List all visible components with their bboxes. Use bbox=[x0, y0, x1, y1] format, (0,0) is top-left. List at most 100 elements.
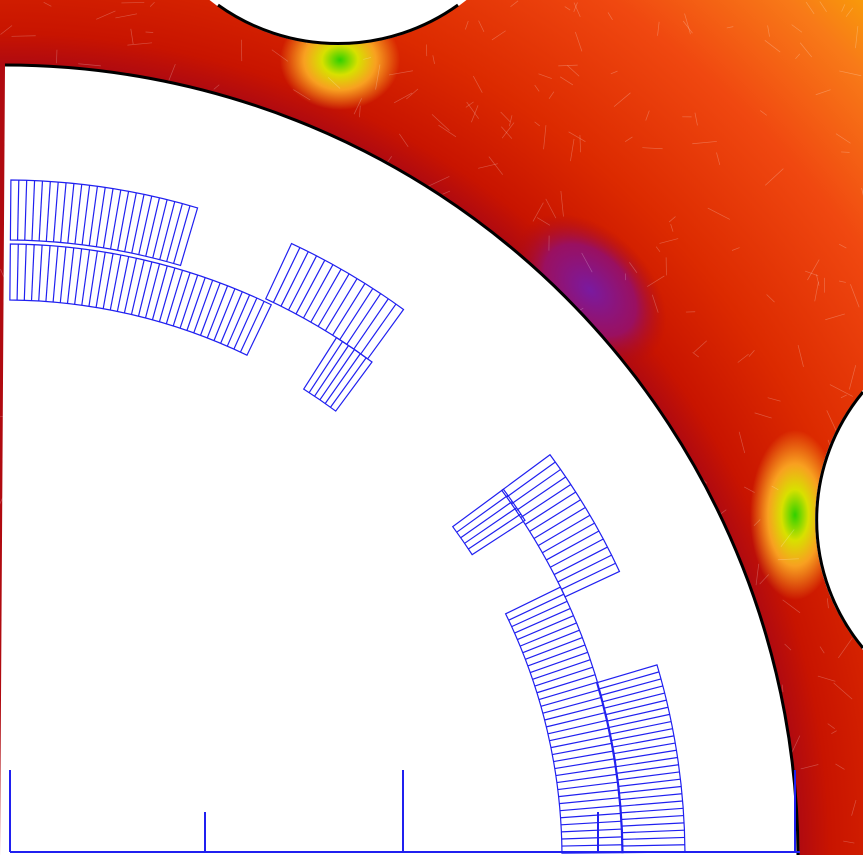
turn bbox=[543, 697, 602, 713]
mesh-line bbox=[645, 619, 652, 631]
mesh-line bbox=[465, 282, 472, 288]
mesh-line bbox=[666, 630, 684, 638]
mesh-line bbox=[161, 558, 164, 569]
turn bbox=[53, 246, 58, 302]
mesh-line bbox=[196, 808, 200, 821]
mesh-line bbox=[615, 373, 626, 374]
mesh-line bbox=[6, 649, 14, 673]
mesh-line bbox=[845, 550, 851, 564]
coil-block bbox=[506, 587, 623, 853]
mesh-line bbox=[346, 10, 361, 20]
turn bbox=[60, 247, 66, 303]
mesh-line bbox=[219, 795, 238, 797]
mesh-line bbox=[11, 711, 20, 719]
mesh-line bbox=[430, 671, 438, 673]
mesh-line bbox=[178, 606, 188, 607]
mesh-line bbox=[185, 465, 198, 475]
turn bbox=[139, 196, 152, 255]
mesh-line bbox=[328, 571, 350, 574]
mesh-line bbox=[373, 547, 394, 552]
mesh-line bbox=[108, 417, 116, 433]
scale-bar bbox=[10, 770, 800, 852]
mesh-line bbox=[427, 494, 428, 519]
mesh-line bbox=[378, 455, 379, 464]
turn bbox=[561, 829, 622, 832]
mesh-line bbox=[243, 378, 256, 388]
mesh-line bbox=[361, 209, 367, 222]
mesh-line bbox=[412, 837, 435, 846]
turn bbox=[39, 245, 42, 301]
turn bbox=[559, 790, 620, 797]
mesh-line bbox=[228, 202, 247, 210]
mesh-line bbox=[132, 740, 137, 754]
mesh-line bbox=[49, 172, 57, 177]
mesh-line bbox=[423, 479, 429, 485]
mesh-line bbox=[435, 818, 440, 825]
mesh-line bbox=[682, 592, 687, 598]
turn bbox=[340, 288, 373, 339]
mesh-line bbox=[517, 369, 531, 375]
mesh-line bbox=[401, 215, 416, 231]
mesh-line bbox=[202, 211, 211, 221]
mesh-line bbox=[173, 451, 185, 452]
turn bbox=[611, 729, 673, 741]
mesh-line bbox=[662, 567, 663, 583]
mesh-line bbox=[280, 24, 285, 29]
mesh-line bbox=[396, 827, 402, 850]
mesh-line bbox=[10, 291, 30, 292]
turn bbox=[525, 492, 576, 524]
mesh-line bbox=[494, 484, 496, 490]
turn bbox=[541, 690, 600, 707]
mesh-line bbox=[410, 668, 414, 680]
mesh-line bbox=[264, 776, 270, 793]
mesh-line bbox=[309, 653, 310, 675]
mesh-line bbox=[587, 618, 598, 640]
block-outline bbox=[502, 455, 620, 597]
mesh-line bbox=[92, 424, 103, 433]
mesh-line bbox=[141, 614, 149, 616]
mesh-line bbox=[46, 533, 57, 538]
mesh-line bbox=[104, 380, 125, 394]
turn bbox=[521, 484, 571, 517]
mesh-line bbox=[164, 555, 175, 559]
mesh-line bbox=[327, 693, 333, 698]
mesh-line bbox=[478, 441, 488, 460]
mesh-line bbox=[572, 430, 585, 443]
mesh-line bbox=[377, 632, 389, 635]
mesh-line bbox=[230, 818, 233, 824]
turn bbox=[618, 779, 681, 786]
turn bbox=[347, 294, 381, 345]
mesh-line bbox=[4, 431, 12, 440]
mesh-line bbox=[350, 573, 373, 583]
turn bbox=[166, 270, 182, 324]
mesh-line bbox=[66, 94, 76, 96]
turn bbox=[187, 278, 205, 331]
turn bbox=[616, 765, 678, 774]
turn bbox=[621, 830, 684, 833]
mesh-line bbox=[396, 197, 398, 207]
mesh-line bbox=[117, 328, 131, 345]
mesh-line bbox=[349, 191, 363, 192]
mesh-line bbox=[375, 433, 382, 436]
mesh-line bbox=[454, 846, 470, 855]
turn bbox=[174, 206, 190, 264]
mesh-line bbox=[143, 371, 153, 373]
mesh-line bbox=[418, 380, 433, 398]
mesh-line bbox=[89, 388, 110, 392]
turn bbox=[516, 477, 566, 511]
mesh-line bbox=[12, 210, 16, 217]
mesh-line bbox=[705, 842, 712, 843]
mesh-line bbox=[55, 304, 61, 313]
turn bbox=[561, 821, 622, 825]
mesh-line bbox=[158, 673, 159, 680]
mesh-line bbox=[424, 756, 438, 764]
mesh-line bbox=[57, 521, 62, 544]
mesh-line bbox=[297, 336, 306, 351]
mesh-line bbox=[125, 180, 139, 187]
mesh-line bbox=[532, 317, 544, 319]
mesh-line bbox=[231, 689, 235, 711]
turn bbox=[194, 280, 213, 333]
mesh-line bbox=[296, 450, 315, 458]
mesh-line bbox=[142, 681, 147, 698]
mesh-line bbox=[457, 228, 467, 240]
